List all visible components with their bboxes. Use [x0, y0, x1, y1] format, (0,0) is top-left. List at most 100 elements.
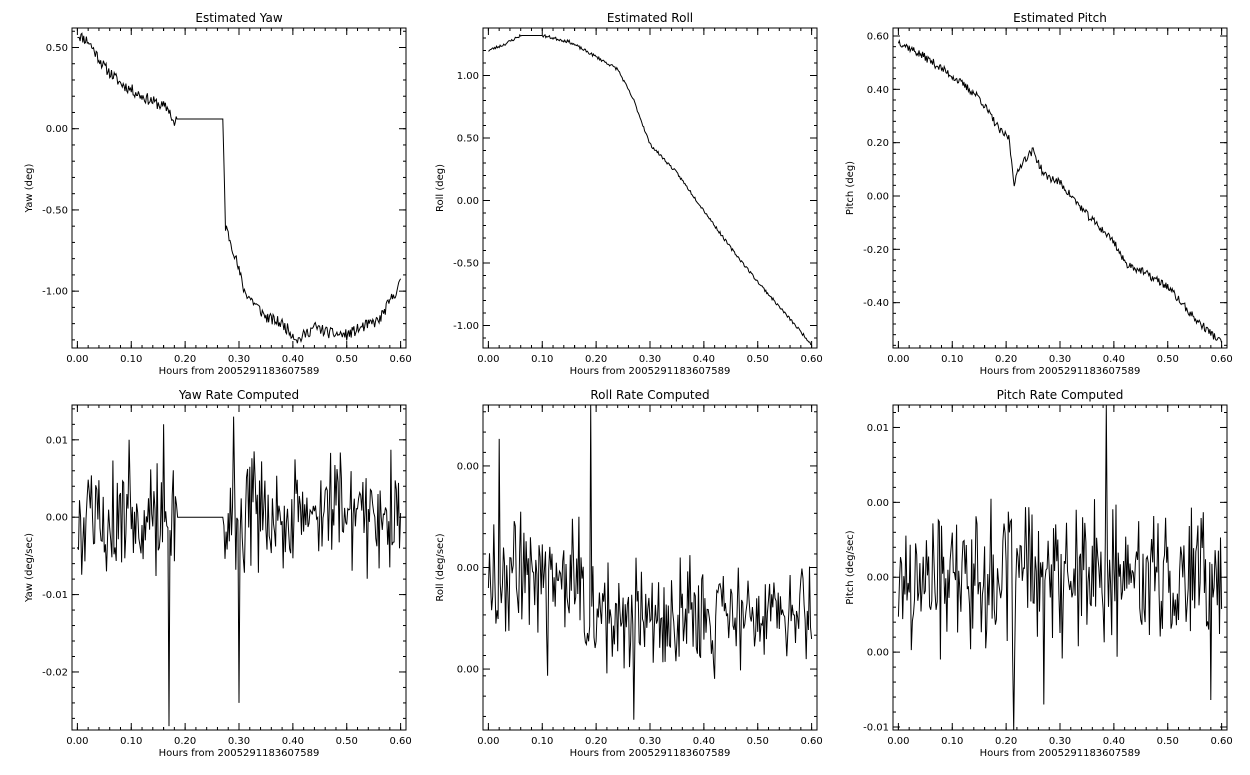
chart-title: Yaw Rate Computed: [178, 388, 299, 402]
x-tick-label: 0.20: [995, 354, 1017, 365]
y-axis-label: Pitch (deg): [845, 161, 856, 215]
chart-title: Estimated Pitch: [1013, 11, 1107, 25]
y-tick-label: 0.50: [46, 43, 68, 54]
x-tick-label: 0.20: [585, 354, 607, 365]
x-tick-label: 0.30: [639, 736, 661, 747]
x-tick-label: 0.60: [389, 736, 411, 747]
chart-title: Roll Rate Computed: [590, 388, 709, 402]
x-tick-label: 0.40: [1103, 736, 1125, 747]
plot-frame: [71, 27, 407, 349]
series-line: [76, 416, 402, 727]
y-tick-label: 0.00: [867, 648, 889, 659]
chart-title: Estimated Yaw: [195, 11, 282, 25]
y-tick-label: 0.20: [867, 138, 889, 149]
x-tick-label: 0.40: [693, 736, 715, 747]
y-tick-label: -1.00: [42, 287, 68, 298]
x-tick-label: 0.10: [120, 736, 142, 747]
chart-pitch-rate: Pitch Rate Computed 0.00 0.10 0.20 0.30 0.40 0…: [845, 388, 1233, 759]
x-tick-label: 0.50: [1157, 736, 1179, 747]
x-tick-label: 0.40: [282, 354, 304, 365]
x-tick-label: 0.30: [1049, 354, 1071, 365]
y-tick-label: 0.00: [457, 665, 479, 676]
x-tick-label: 0.40: [693, 354, 715, 365]
y-tick-label: 0.00: [457, 461, 479, 472]
x-tick-label: 0.30: [228, 736, 250, 747]
y-tick-label: -0.40: [863, 298, 889, 309]
y-tick-label: 0.00: [457, 196, 479, 207]
y-tick-label: 0.00: [46, 124, 68, 135]
x-tick-label: 0.10: [120, 354, 142, 365]
x-tick-label: 0.10: [531, 736, 553, 747]
chart-title: Estimated Roll: [607, 11, 693, 25]
series-line: [897, 38, 1223, 343]
chart-title: Pitch Rate Computed: [997, 388, 1124, 402]
y-axis-label: Yaw (deg): [24, 163, 35, 213]
x-tick-label: 0.00: [66, 354, 88, 365]
y-tick-label: -0.02: [42, 667, 68, 678]
x-tick-label: 0.60: [800, 736, 822, 747]
x-tick-label: 0.10: [941, 354, 963, 365]
y-tick-label: -0.20: [863, 245, 889, 256]
x-tick-label: 0.50: [747, 354, 769, 365]
y-tick-label: 0.50: [457, 134, 479, 145]
y-tick-label: 0.01: [867, 423, 889, 434]
x-tick-label: 0.40: [282, 736, 304, 747]
x-tick-label: 0.60: [1210, 354, 1232, 365]
y-tick-label: -0.50: [453, 259, 479, 270]
x-tick-label: 0.20: [995, 736, 1017, 747]
y-tick-label: 0.00: [867, 192, 889, 203]
y-tick-label: 1.00: [457, 71, 479, 82]
x-tick-label: 0.30: [639, 354, 661, 365]
y-tick-label: 0.60: [867, 32, 889, 43]
x-tick-label: 0.00: [477, 354, 499, 365]
y-axis-label: Roll (deg): [435, 164, 446, 212]
x-tick-label: 0.10: [531, 354, 553, 365]
x-tick-label: 0.00: [887, 354, 909, 365]
chart-yaw: Estimated Yaw 0.00 0.10 0.20 0.30 0.40 0.50 0.6…: [24, 11, 412, 377]
x-tick-label: 0.20: [174, 354, 196, 365]
y-tick-label: 0.00: [46, 513, 68, 524]
x-tick-label: 0.60: [800, 354, 822, 365]
series-line: [487, 404, 813, 720]
series-line: [897, 404, 1223, 731]
x-tick-label: 0.50: [1157, 354, 1179, 365]
y-tick-label: 0.01: [46, 435, 68, 446]
x-tick-label: 0.40: [1103, 354, 1125, 365]
x-tick-label: 0.50: [336, 736, 358, 747]
x-tick-label: 0.00: [66, 736, 88, 747]
y-tick-label: -0.01: [42, 590, 68, 601]
y-axis-label: Pitch (deg/sec): [845, 530, 856, 605]
chart-yaw-rate: Yaw Rate Computed 0.00 0.10 0.20 0.30 0.40 0.5…: [24, 388, 412, 759]
y-axis-label: Yaw (deg/sec): [24, 533, 35, 603]
x-axis-label: Hours from 2005291183607589: [159, 748, 320, 759]
x-axis-label: Hours from 2005291183607589: [159, 366, 320, 377]
y-tick-label: 0.00: [867, 573, 889, 584]
x-tick-label: 0.00: [477, 736, 499, 747]
y-axis-label: Roll (deg/sec): [435, 533, 446, 601]
x-tick-label: 0.60: [389, 354, 411, 365]
x-tick-label: 0.30: [228, 354, 250, 365]
x-tick-label: 0.50: [747, 736, 769, 747]
x-tick-label: 0.50: [336, 354, 358, 365]
x-tick-label: 0.60: [1210, 736, 1232, 747]
y-tick-label: 0.00: [867, 498, 889, 509]
x-axis-label: Hours from 2005291183607589: [980, 748, 1141, 759]
y-tick-label: 0.40: [867, 85, 889, 96]
y-tick-label: -0.01: [863, 723, 889, 734]
chart-roll: Estimated Roll 0.00 0.10 0.20 0.30 0.40 0.50 0.…: [435, 11, 823, 377]
x-tick-label: 0.10: [941, 736, 963, 747]
x-axis-label: Hours from 2005291183607589: [570, 366, 731, 377]
chart-pitch: Estimated Pitch 0.00 0.10 0.20 0.30 0.40 0.50 0…: [845, 11, 1233, 377]
chart-roll-rate: Roll Rate Computed 0.00 0.10 0.20 0.30 0.40 0.…: [435, 388, 823, 759]
y-tick-label: -0.50: [42, 205, 68, 216]
series-line: [77, 32, 402, 344]
series-line: [488, 33, 812, 346]
x-tick-label: 0.20: [174, 736, 196, 747]
x-tick-label: 0.00: [887, 736, 909, 747]
x-axis-label: Hours from 2005291183607589: [570, 748, 731, 759]
plot-frame: [482, 404, 818, 731]
x-axis-label: Hours from 2005291183607589: [980, 366, 1141, 377]
plot-frame: [482, 27, 818, 349]
x-tick-label: 0.20: [585, 736, 607, 747]
